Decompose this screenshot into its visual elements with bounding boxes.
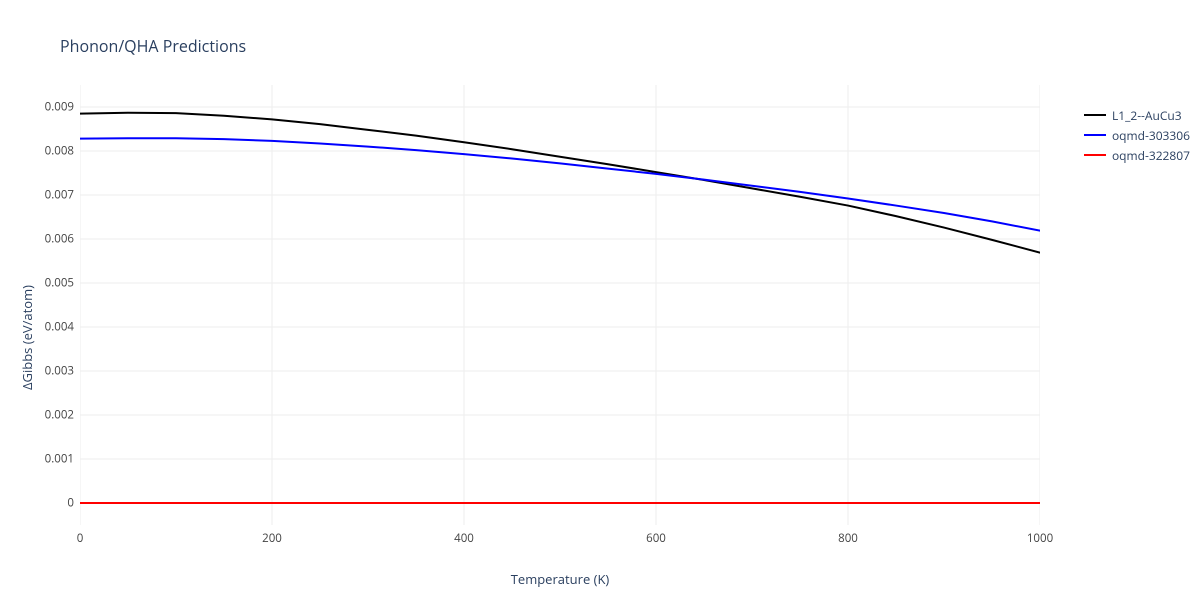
legend-swatch	[1084, 154, 1106, 156]
chart-container: Phonon/QHA Predictions ΔGibbs (eV/atom) …	[0, 0, 1200, 600]
y-tick-label: 0.003	[45, 364, 80, 379]
legend-item[interactable]: oqmd-322807	[1084, 145, 1190, 165]
y-axis-label: ΔGibbs (eV/atom)	[18, 285, 36, 390]
x-tick-label: 200	[262, 525, 282, 546]
x-tick-label: 1000	[1027, 525, 1053, 546]
legend: L1_2--AuCu3 oqmd-303306 oqmd-322807	[1084, 105, 1190, 165]
series-line[interactable]	[80, 113, 1040, 253]
legend-item[interactable]: L1_2--AuCu3	[1084, 105, 1190, 125]
legend-label: oqmd-303306	[1112, 127, 1190, 144]
legend-item[interactable]: oqmd-303306	[1084, 125, 1190, 145]
y-tick-label: 0.002	[45, 408, 80, 423]
plot-svg	[80, 85, 1040, 525]
y-tick-label: 0.006	[45, 232, 80, 247]
plot-area: 00.0010.0020.0030.0040.0050.0060.0070.00…	[80, 85, 1040, 525]
legend-swatch	[1084, 114, 1106, 116]
y-tick-label: 0	[67, 496, 80, 511]
y-tick-label: 0.004	[45, 320, 80, 335]
x-axis-label: Temperature (K)	[80, 570, 1040, 588]
x-tick-label: 0	[77, 525, 84, 546]
y-tick-label: 0.008	[45, 144, 80, 159]
y-tick-label: 0.009	[45, 100, 80, 115]
legend-label: L1_2--AuCu3	[1112, 107, 1182, 124]
y-tick-label: 0.007	[45, 188, 80, 203]
chart-title: Phonon/QHA Predictions	[60, 35, 246, 57]
legend-swatch	[1084, 134, 1106, 136]
x-tick-label: 800	[838, 525, 858, 546]
y-tick-label: 0.001	[45, 452, 80, 467]
x-tick-label: 400	[454, 525, 474, 546]
legend-label: oqmd-322807	[1112, 147, 1190, 164]
x-tick-label: 600	[646, 525, 666, 546]
y-tick-label: 0.005	[45, 276, 80, 291]
